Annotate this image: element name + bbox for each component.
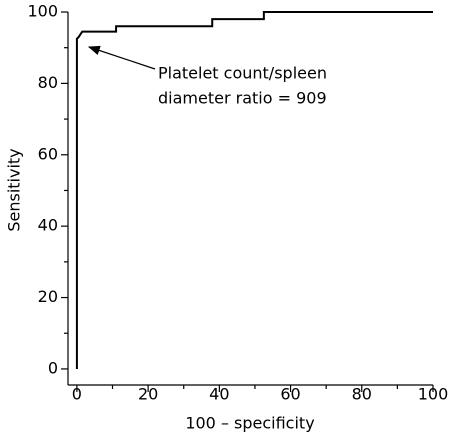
y-tick-label: 40: [38, 216, 58, 235]
y-tick-label: 0: [48, 358, 58, 377]
annotation-line: Platelet count/spleen: [158, 64, 327, 83]
y-tick-label: 60: [38, 144, 58, 163]
x-tick-label: 0: [72, 385, 82, 404]
x-tick-label: 100: [418, 385, 449, 404]
x-axis-label: 100 – specificity: [185, 414, 314, 433]
x-tick-label: 80: [352, 385, 372, 404]
x-tick-label: 20: [138, 385, 158, 404]
y-axis-label: Sensitivity: [5, 148, 24, 231]
roc-curve: [75, 11, 433, 369]
y-tick-label: 100: [27, 2, 58, 21]
y-tick-label: 80: [38, 73, 58, 92]
annotation-line: diameter ratio = 909: [158, 89, 327, 108]
x-tick-label: 60: [280, 385, 300, 404]
annotation-arrow: [87, 45, 156, 70]
y-tick-label: 20: [38, 287, 58, 306]
x-tick-label: 40: [209, 385, 229, 404]
